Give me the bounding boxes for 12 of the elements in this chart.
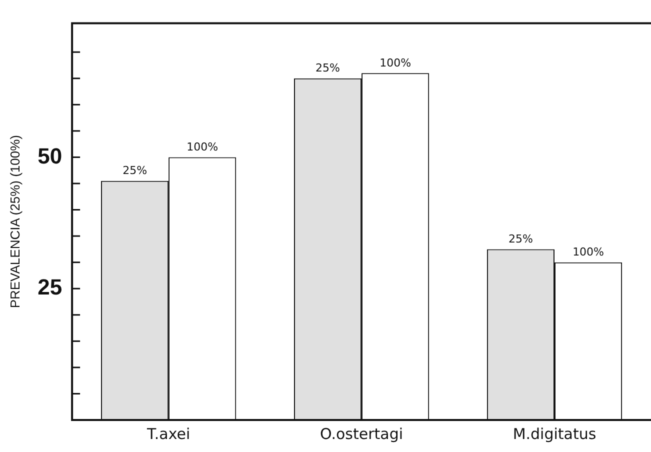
x-tick-label: M.digitatus	[512, 424, 596, 443]
text: 100%	[380, 56, 412, 70]
x-tick-label: T.axei	[146, 424, 190, 443]
y-tick-label: 50	[38, 143, 62, 168]
x-tick-label: O.ostertagi	[320, 424, 404, 443]
text: 100%	[572, 246, 604, 259]
text: 25%	[316, 62, 340, 75]
series-label: 100%	[186, 140, 218, 154]
text: 25%	[122, 164, 148, 178]
y-axis-title: PREVALENCIA (25%) (100%)	[7, 135, 22, 308]
series-label: 25%	[508, 232, 533, 246]
y-tick-label: 25	[38, 274, 62, 300]
